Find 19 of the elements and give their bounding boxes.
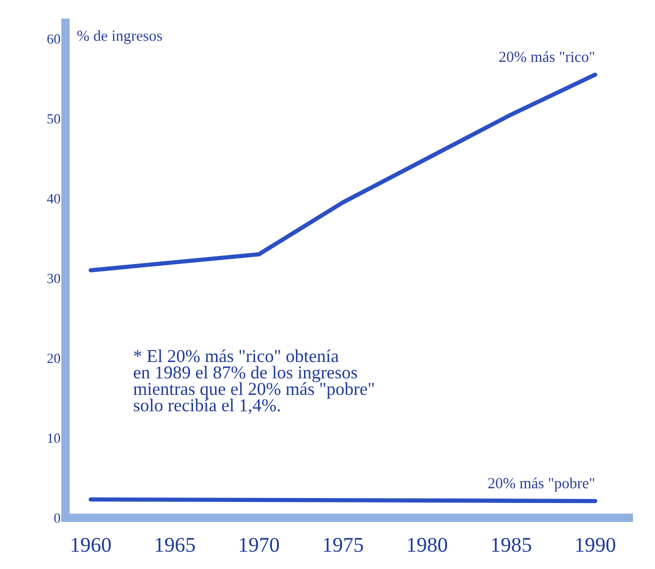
x-tick-label: 1965 [156,538,195,552]
y-axis-title: % de ingresos [77,30,162,44]
annotation: * El 20% más "rico" obtenía en 1989 el 87% de los ingresos mientras que el 20% más "pobre" solo recibía el 1,4%. [133,349,374,414]
x-tick-label: 1990 [576,538,616,552]
x-tick-label: 1980 [408,538,448,552]
y-tick-label: 40 [47,194,60,204]
y-tick-label: 20 [47,354,60,364]
series-label: 20% más "rico" [499,51,594,62]
x-tick-label: 1970 [240,538,279,552]
x-tick-label: 1985 [492,538,532,552]
x-tick-label: 1960 [72,538,111,552]
series-label: 20% más "pobre" [488,478,594,492]
y-tick-label: 60 [47,34,60,44]
y-tick-label: 50 [48,114,60,124]
y-tick-label: 30 [47,274,60,284]
y-tick-label: 0 [54,513,60,523]
y-tick-label: 10 [48,434,60,443]
line-series [88,72,598,272]
x-tick-label: 1975 [324,538,363,552]
